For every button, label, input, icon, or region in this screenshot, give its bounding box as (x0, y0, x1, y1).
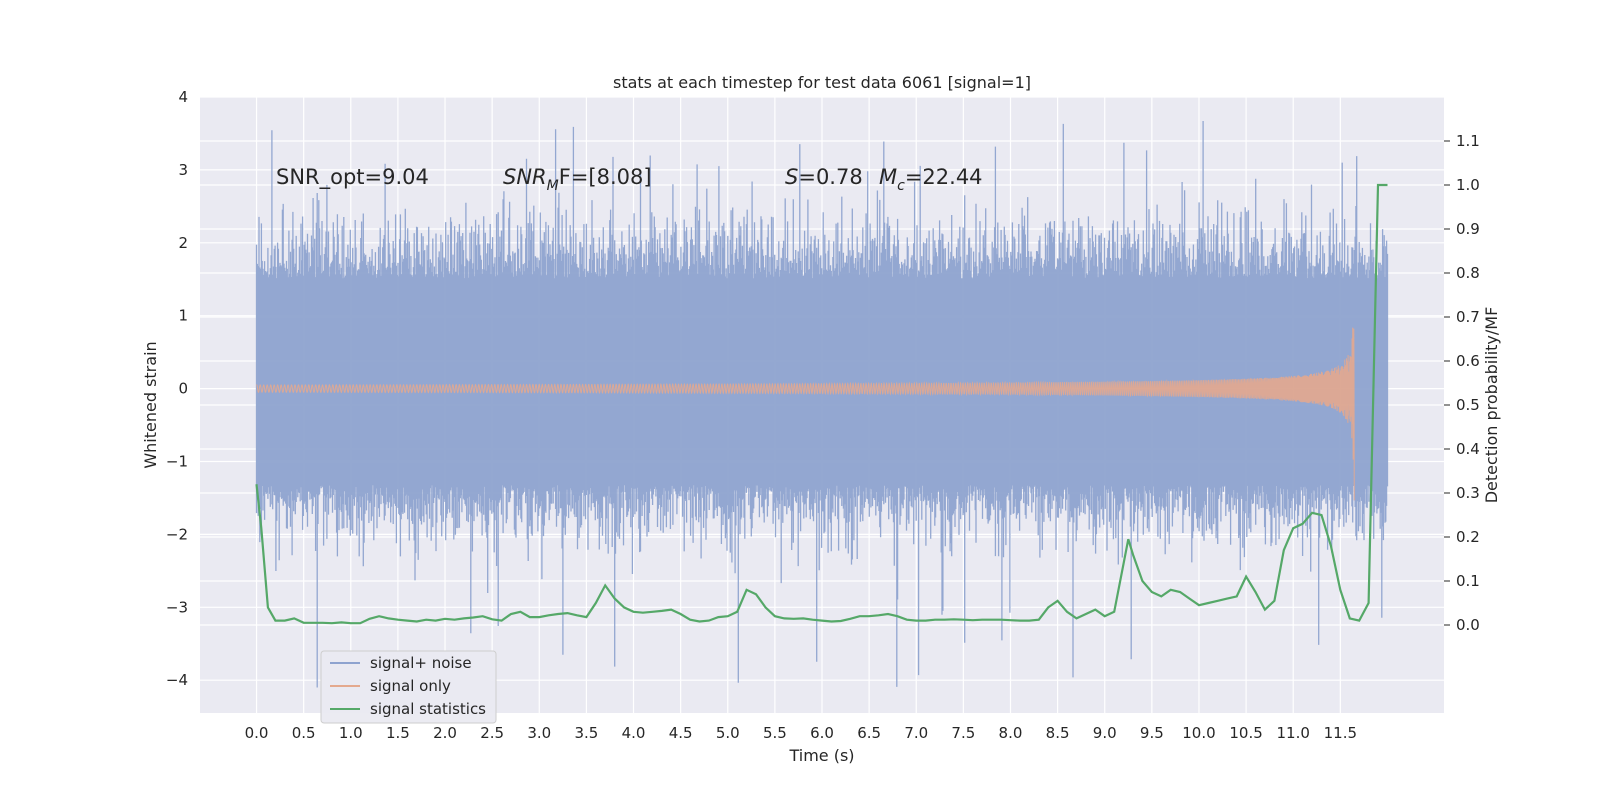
annotation-mc-sub: c (897, 178, 905, 194)
y-left-tick-label: −2 (166, 525, 188, 543)
x-tick-label: 10.0 (1182, 724, 1215, 742)
signal-statistics-line (255, 183, 1388, 625)
x-tick-label: 9.0 (1093, 724, 1117, 742)
tick-labels: 0.0 0.5 1.0 1.5 2.0 2.5 3.0 3.5 4.0 4.5 5.0 5.5 6.0 6… (166, 88, 1480, 742)
y-right-tick-label: 0.0 (1456, 616, 1480, 634)
y-left-tick-label: 3 (178, 161, 188, 179)
annotation-snr-mf: SNRMF=[8.08] (503, 165, 652, 194)
chart-title: stats at each timestep for test data 606… (613, 73, 1031, 92)
signal-only-series (256, 327, 1355, 501)
annotation-s-value: =0.78 (798, 165, 862, 189)
x-tick-label: 2.5 (480, 724, 504, 742)
x-tick-label: 5.0 (716, 724, 740, 742)
y-axis-label-right: Detection probability/MF (1482, 307, 1501, 504)
y-left-tick-label: 1 (178, 307, 188, 325)
legend: signal+ noise signal only signal statist… (320, 650, 497, 724)
y-right-tick-label: 0.5 (1456, 396, 1480, 414)
y-right-tick-label: 0.2 (1456, 528, 1480, 546)
y-axis-label-left: Whitened strain (141, 341, 160, 468)
annotation-mc: Mc=22.44 (879, 165, 983, 194)
y-right-tick-label: 1.0 (1456, 176, 1480, 194)
annotation-snr-opt: SNR_opt=9.04 (276, 165, 429, 190)
signal-only-line (256, 327, 1355, 501)
x-tick-label: 3.5 (574, 724, 598, 742)
x-tick-label: 3.0 (527, 724, 551, 742)
y-left-tick-label: −3 (166, 598, 188, 616)
x-tick-label: 8.5 (1046, 724, 1070, 742)
x-tick-label: 8.0 (999, 724, 1023, 742)
x-axis-label: Time (s) (788, 746, 854, 765)
y-right-tick-label: 0.8 (1456, 264, 1480, 282)
y-left-tick-label: 4 (178, 88, 188, 106)
y-right-tick-label: 0.7 (1456, 308, 1480, 326)
x-tick-label: 0.0 (245, 724, 269, 742)
annotations: SNR_opt=9.04 SNRMF=[8.08] S=0.78 Mc=22.4… (276, 165, 983, 194)
annotation-snr-mf-main: SNR (503, 165, 547, 189)
x-tick-label: 2.0 (433, 724, 457, 742)
x-tick-label: 9.5 (1140, 724, 1164, 742)
annotation-s: S=0.78 (785, 165, 863, 189)
x-tick-label: 4.5 (669, 724, 693, 742)
x-tick-label: 7.0 (904, 724, 928, 742)
y-right-tick-label: 0.9 (1456, 220, 1480, 238)
x-tick-label: 1.0 (339, 724, 363, 742)
annotation-s-var: S (785, 165, 798, 189)
annotation-mc-value: =22.44 (905, 165, 983, 189)
x-tick-label: 11.0 (1277, 724, 1310, 742)
x-tick-label: 11.5 (1324, 724, 1357, 742)
signal-statistics-series (255, 183, 1388, 625)
y-left-tick-label: −1 (166, 452, 188, 470)
y-left-tick-label: −4 (166, 671, 188, 689)
x-tick-label: 6.0 (810, 724, 834, 742)
annotation-snr-mf-rest: F=[8.08] (559, 165, 652, 189)
y-right-tick-label: 0.4 (1456, 440, 1480, 458)
x-tick-label: 5.5 (763, 724, 787, 742)
annotation-mc-var: M (879, 165, 897, 189)
y-right-tick-label: 0.6 (1456, 352, 1480, 370)
legend-label-signal-noise: signal+ noise (370, 654, 472, 672)
annotation-snr-mf-sub: M (547, 178, 559, 194)
x-tick-label: 4.0 (622, 724, 646, 742)
y-right-tick-label: 0.1 (1456, 572, 1480, 590)
legend-label-signal-only: signal only (370, 677, 451, 695)
y-right-tick-label: 1.1 (1456, 132, 1480, 150)
x-tick-label: 7.5 (951, 724, 975, 742)
y-right-tick-label: 0.3 (1456, 484, 1480, 502)
x-tick-label: 6.5 (857, 724, 881, 742)
legend-label-signal-statistics: signal statistics (370, 700, 486, 718)
legend-box (320, 650, 497, 724)
y-left-tick-label: 2 (178, 234, 188, 252)
x-tick-label: 10.5 (1229, 724, 1262, 742)
y-left-tick-label: 0 (178, 380, 188, 398)
x-tick-label: 1.5 (386, 724, 410, 742)
x-tick-label: 0.5 (292, 724, 316, 742)
